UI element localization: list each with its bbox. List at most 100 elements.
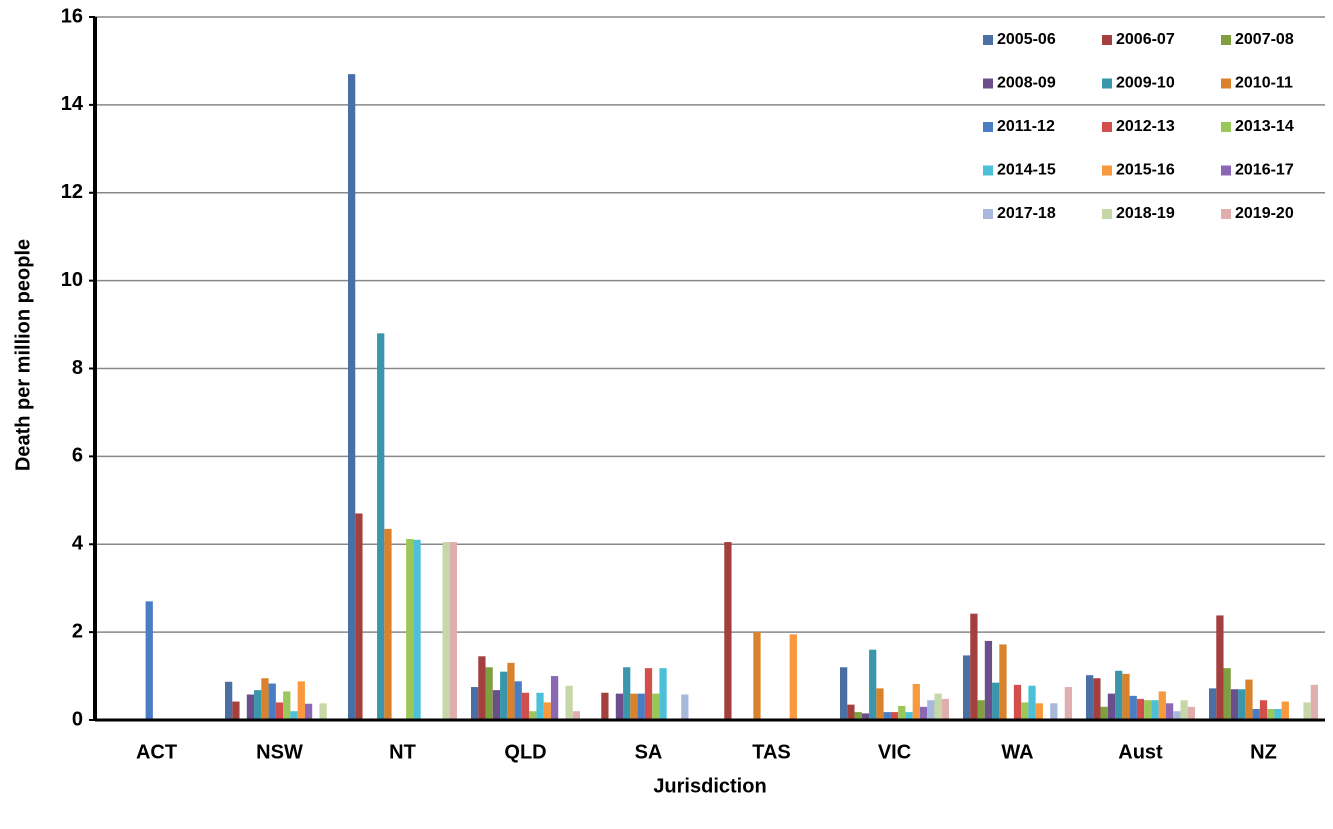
- bar: [1122, 673, 1130, 720]
- bar: [565, 685, 573, 720]
- bar: [601, 692, 609, 720]
- legend-label: 2011-12: [997, 118, 1055, 135]
- legend-label: 2018-19: [1116, 205, 1175, 222]
- bar: [1093, 678, 1101, 720]
- x-tick-label: WA: [1001, 741, 1033, 763]
- bar: [536, 692, 544, 720]
- y-tick-label: 10: [61, 269, 83, 291]
- bar: [1021, 702, 1029, 720]
- bar: [1180, 700, 1188, 720]
- bar: [355, 513, 363, 720]
- bar: [753, 632, 761, 720]
- y-tick-label: 0: [72, 708, 83, 730]
- x-tick-label: NSW: [256, 741, 303, 763]
- bar: [297, 681, 305, 720]
- bar: [992, 682, 1000, 720]
- bar: [246, 694, 255, 720]
- bar: [1050, 703, 1058, 720]
- bar: [1267, 709, 1275, 720]
- bar: [876, 688, 884, 720]
- legend-label: 2006-07: [1116, 31, 1175, 48]
- bar: [1252, 709, 1260, 720]
- legend-label: 2013-14: [1235, 118, 1294, 135]
- legend-label: 2010-11: [1235, 75, 1293, 92]
- bar: [449, 542, 457, 720]
- x-tick-label: SA: [635, 741, 663, 763]
- bar: [283, 691, 291, 720]
- bar: [1238, 689, 1246, 720]
- bar: [478, 656, 486, 720]
- legend-swatch: [1102, 78, 1112, 89]
- bar: [869, 649, 877, 720]
- bar: [1107, 693, 1116, 720]
- legend-swatch: [1221, 35, 1231, 45]
- legend-label: 2007-08: [1235, 31, 1294, 48]
- x-tick-label: ACT: [136, 741, 177, 763]
- bar: [485, 667, 493, 720]
- bar: [1115, 670, 1123, 720]
- bar: [941, 698, 949, 720]
- bar: [442, 542, 450, 720]
- bar: [261, 678, 269, 720]
- legend-label: 2012-13: [1116, 118, 1175, 135]
- bar: [934, 693, 942, 720]
- legend-swatch: [983, 78, 993, 89]
- bar: [529, 711, 537, 720]
- bar: [254, 690, 262, 720]
- bar: [630, 693, 638, 720]
- legend-label: 2009-10: [1116, 75, 1175, 92]
- bar: [268, 683, 276, 720]
- bar: [471, 687, 479, 720]
- bar: [854, 712, 862, 720]
- bar: [145, 601, 153, 720]
- x-tick-label: QLD: [504, 741, 546, 763]
- legend-label: 2015-16: [1116, 162, 1175, 179]
- bar: [507, 662, 515, 720]
- bar: [659, 668, 667, 720]
- bar: [1086, 675, 1094, 720]
- bar: [1173, 711, 1181, 720]
- bar: [1158, 691, 1166, 720]
- legend-swatch: [1102, 122, 1112, 132]
- bar: [644, 668, 653, 720]
- legend-swatch: [983, 209, 993, 219]
- bar: [840, 667, 848, 720]
- legend-label: 2005-06: [997, 31, 1056, 48]
- bar: [883, 712, 891, 720]
- legend-swatch: [1221, 209, 1231, 219]
- y-tick-label: 12: [61, 181, 83, 203]
- bar: [1259, 700, 1268, 720]
- legend-swatch: [983, 122, 993, 132]
- bar: [384, 528, 392, 720]
- bar: [724, 542, 732, 720]
- x-tick-label: Aust: [1118, 741, 1163, 763]
- bar: [1144, 700, 1152, 720]
- bar: [232, 701, 240, 720]
- y-tick-label: 6: [72, 445, 83, 467]
- legend-swatch: [1221, 165, 1231, 176]
- bar: [1281, 701, 1289, 720]
- bar: [1100, 706, 1108, 720]
- bar: [890, 712, 899, 720]
- bar: [984, 640, 993, 720]
- bar: [1013, 684, 1022, 720]
- bar: [623, 667, 631, 720]
- bar: [681, 694, 689, 720]
- legend-swatch: [1221, 78, 1231, 89]
- x-axis-title: Jurisdiction: [653, 775, 766, 797]
- bar: [1035, 703, 1043, 720]
- bar: [543, 702, 551, 720]
- bar: [319, 703, 327, 720]
- bar: [1230, 689, 1239, 720]
- bar: [912, 683, 920, 720]
- bar: [521, 692, 530, 720]
- bar: [500, 671, 508, 720]
- bar: [290, 711, 298, 720]
- bar: [970, 613, 978, 720]
- bar: [615, 693, 624, 720]
- bar: [1303, 702, 1311, 720]
- bar: [225, 681, 233, 720]
- bar: [977, 700, 985, 720]
